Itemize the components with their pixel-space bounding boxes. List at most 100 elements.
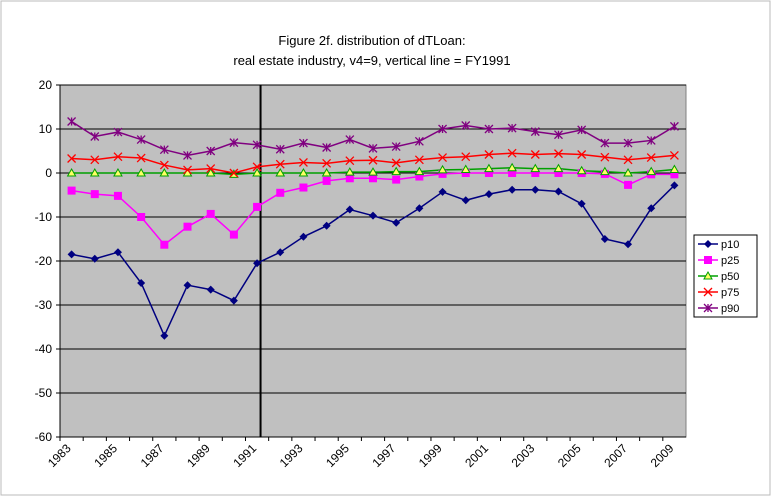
marker xyxy=(113,152,123,162)
marker xyxy=(159,167,170,177)
marker xyxy=(345,135,355,145)
y-tick-label: 10 xyxy=(39,122,53,136)
marker xyxy=(90,132,100,141)
marker xyxy=(508,185,517,194)
marker xyxy=(136,167,147,177)
marker xyxy=(438,153,448,163)
marker xyxy=(530,150,540,159)
marker xyxy=(183,281,192,290)
marker xyxy=(647,204,656,213)
marker xyxy=(669,164,680,173)
marker xyxy=(507,148,517,158)
marker xyxy=(437,164,448,174)
marker xyxy=(276,248,285,257)
marker xyxy=(345,205,354,214)
marker xyxy=(205,167,216,177)
marker xyxy=(90,155,100,165)
marker xyxy=(414,136,424,146)
marker xyxy=(461,169,470,177)
marker xyxy=(669,121,679,131)
marker xyxy=(368,167,378,176)
marker xyxy=(253,202,262,211)
marker xyxy=(368,155,378,165)
marker xyxy=(438,187,447,196)
marker xyxy=(600,152,610,162)
marker xyxy=(600,138,610,148)
marker xyxy=(298,138,308,148)
marker xyxy=(508,169,517,177)
legend-label: p90 xyxy=(721,303,739,315)
marker xyxy=(137,279,146,287)
marker xyxy=(113,167,123,177)
marker xyxy=(275,144,285,154)
marker xyxy=(623,138,633,148)
marker xyxy=(623,155,633,165)
marker xyxy=(113,127,123,137)
marker xyxy=(461,196,470,205)
marker xyxy=(229,230,238,239)
marker xyxy=(484,150,494,159)
y-tick-label: -10 xyxy=(35,210,53,224)
marker xyxy=(392,175,401,184)
marker xyxy=(531,185,540,194)
legend-label: p10 xyxy=(721,239,739,251)
marker xyxy=(703,303,713,313)
marker xyxy=(600,235,609,243)
chart-title: Figure 2f. distribution of dTLoan: xyxy=(278,33,465,48)
marker xyxy=(253,259,262,268)
y-tick-label: -40 xyxy=(35,342,53,356)
marker xyxy=(414,166,425,176)
marker xyxy=(89,167,100,177)
marker xyxy=(530,127,540,137)
marker xyxy=(299,232,308,241)
marker xyxy=(67,250,76,259)
marker xyxy=(392,218,401,227)
marker xyxy=(669,150,679,160)
marker xyxy=(275,167,286,177)
marker xyxy=(322,158,332,168)
marker xyxy=(646,166,657,176)
marker xyxy=(531,169,540,177)
marker xyxy=(507,123,517,133)
marker xyxy=(229,168,239,178)
legend-label: p25 xyxy=(721,255,739,267)
marker xyxy=(229,138,239,148)
marker xyxy=(438,169,447,178)
marker xyxy=(113,248,122,257)
marker xyxy=(321,167,332,177)
marker xyxy=(206,209,215,218)
marker xyxy=(414,155,424,165)
marker xyxy=(599,166,610,176)
legend-label: p75 xyxy=(721,287,739,299)
marker xyxy=(484,124,494,134)
marker xyxy=(484,190,493,199)
marker xyxy=(159,160,169,170)
marker xyxy=(484,163,494,173)
marker xyxy=(113,191,122,200)
marker xyxy=(670,170,679,179)
marker xyxy=(646,135,656,145)
y-tick-label: -50 xyxy=(35,386,53,400)
marker xyxy=(276,188,285,197)
marker xyxy=(624,240,633,249)
marker xyxy=(67,117,77,126)
marker xyxy=(322,176,331,185)
marker xyxy=(577,125,587,135)
marker xyxy=(484,169,493,177)
marker xyxy=(415,172,424,181)
marker xyxy=(67,186,76,195)
marker xyxy=(66,167,77,177)
marker xyxy=(206,285,215,294)
marker xyxy=(554,130,563,140)
marker xyxy=(554,149,563,159)
marker xyxy=(90,254,99,263)
marker xyxy=(298,157,308,167)
y-tick-label: 20 xyxy=(39,78,53,92)
marker xyxy=(90,190,99,199)
marker xyxy=(369,211,377,220)
marker xyxy=(704,240,712,248)
marker xyxy=(553,163,564,173)
marker xyxy=(206,146,216,156)
y-tick-label: -30 xyxy=(35,298,53,312)
